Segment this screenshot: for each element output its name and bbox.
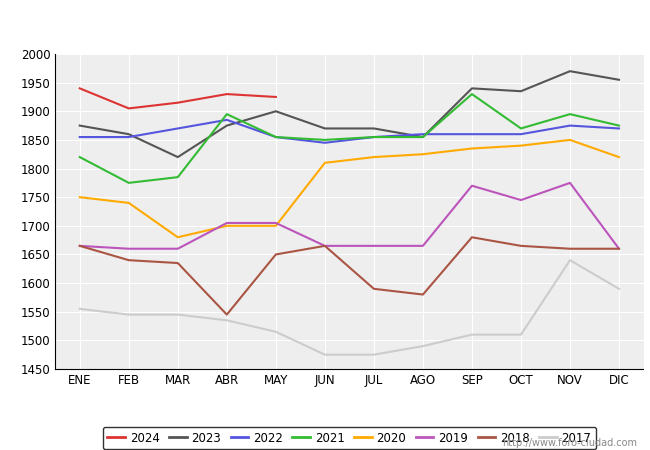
Legend: 2024, 2023, 2022, 2021, 2020, 2019, 2018, 2017: 2024, 2023, 2022, 2021, 2020, 2019, 2018… <box>103 427 596 449</box>
Text: http://www.foro-ciudad.com: http://www.foro-ciudad.com <box>502 438 637 448</box>
Text: Afiliados en Lantejuela a 31/5/2024: Afiliados en Lantejuela a 31/5/2024 <box>135 16 515 34</box>
